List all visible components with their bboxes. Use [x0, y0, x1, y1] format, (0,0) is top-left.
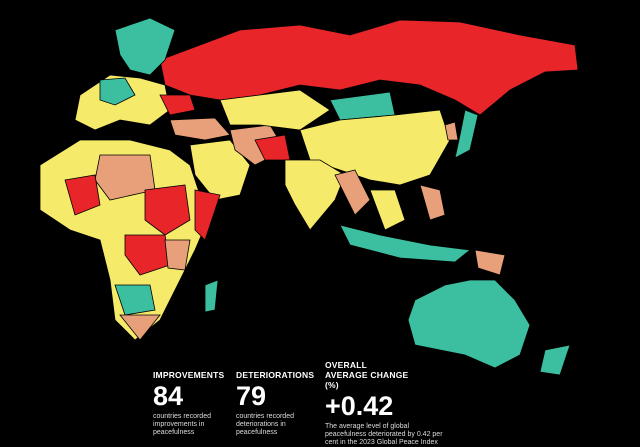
stat-heading: IMPROVEMENTS — [153, 370, 225, 380]
country — [419, 184, 446, 221]
country — [407, 279, 531, 369]
country — [114, 17, 176, 76]
stat-caption: The average level of global peacefulness… — [325, 423, 443, 446]
stat-caption: countries recorded improvements in peace… — [153, 413, 211, 436]
country — [119, 314, 161, 341]
country — [64, 174, 101, 216]
country — [204, 279, 219, 313]
stat-number: +0.42 — [325, 391, 394, 421]
stat-number: 79 — [236, 381, 267, 411]
country — [284, 159, 346, 231]
country — [369, 189, 406, 231]
country — [74, 74, 171, 131]
country — [144, 184, 191, 236]
country — [474, 249, 506, 276]
stat-caption: countries recorded deteriorations in pea… — [236, 413, 294, 436]
country — [99, 77, 136, 106]
stat-heading: DETERIORATIONS — [236, 370, 315, 380]
country — [339, 224, 471, 263]
country — [114, 284, 156, 316]
stat-deteriorations: DETERIORATIONS 79 countries recorded det… — [236, 370, 316, 437]
stat-overall-change: OVERALL AVERAGE CHANGE (%) +0.42 The ave… — [325, 360, 445, 447]
country — [169, 117, 231, 141]
stat-improvements: IMPROVEMENTS 84 countries recorded impro… — [153, 370, 229, 437]
stat-heading: OVERALL AVERAGE CHANGE (%) — [325, 360, 409, 390]
country — [164, 239, 191, 271]
stat-number: 84 — [153, 381, 184, 411]
country — [334, 169, 371, 216]
country — [124, 234, 171, 276]
country — [444, 121, 459, 141]
country — [94, 154, 156, 201]
country — [189, 139, 251, 201]
country — [454, 109, 479, 159]
country — [539, 344, 571, 376]
country — [194, 189, 221, 241]
country — [159, 94, 196, 116]
